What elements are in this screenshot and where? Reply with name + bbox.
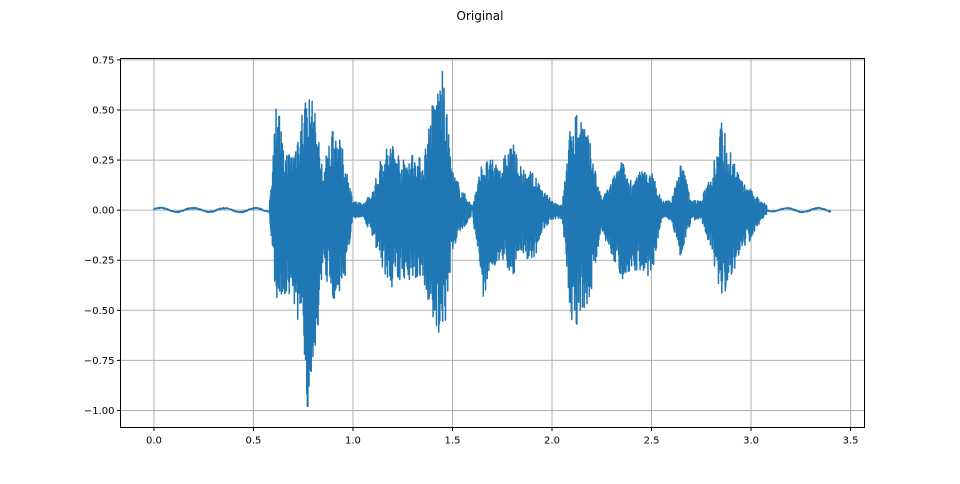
y-tick-label: −0.75 (84, 356, 115, 367)
x-tick-label: 3.0 (743, 436, 759, 447)
x-tick-label: 3.5 (843, 436, 859, 447)
y-tick-label: −0.25 (84, 256, 115, 267)
x-axis: 0.0 0.5 1.0 1.5 2.0 2.5 3.0 3.5 (146, 427, 859, 447)
y-tick-label: 0.75 (92, 55, 114, 66)
y-tick-label: 0.25 (92, 156, 114, 167)
plot-frame (120, 58, 865, 428)
y-tick-label: 0.50 (92, 105, 114, 116)
series-layer (153, 70, 832, 408)
y-tick-label: −1.00 (84, 406, 115, 417)
x-tick-label: 1.0 (345, 436, 361, 447)
waveform-series (153, 70, 832, 408)
x-tick-label: 1.5 (445, 436, 461, 447)
chart-title: Original (457, 9, 504, 23)
y-tick-label: −0.50 (84, 306, 115, 317)
x-tick-label: 2.0 (544, 436, 560, 447)
x-tick-label: 2.5 (644, 436, 660, 447)
y-axis: 0.75 0.50 0.25 0.00 −0.25 −0.50 −0.75 −1.00 (84, 55, 121, 417)
x-tick-label: 0.0 (146, 436, 162, 447)
y-tick-label: 0.00 (92, 206, 114, 217)
x-tick-label: 0.5 (246, 436, 262, 447)
